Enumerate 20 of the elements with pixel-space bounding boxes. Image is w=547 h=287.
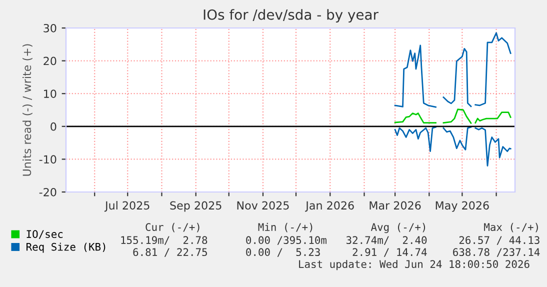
legend-label: Req Size (KB) <box>26 242 106 253</box>
x-tick-label: Mar 2026 <box>370 201 421 210</box>
text: Last update: Wed Jun 24 18:00:50 2026 <box>299 260 530 270</box>
y-tick-label: 10 <box>44 90 56 98</box>
y-axis-title: Units read (-) / write (+) <box>22 44 32 176</box>
y-tick-label: -20 <box>39 188 56 196</box>
y-tick-label: -10 <box>39 155 56 164</box>
text: 155.19m/ 2.78 0.00 /395.10m 32.74m/ 2.40 26.57 / 44.13 <box>121 236 540 245</box>
x-tick-label: Sep 2025 <box>170 201 222 212</box>
x-tick-label: May 2026 <box>436 201 489 212</box>
x-tick-label: Jul 2025 <box>104 201 150 212</box>
legend-label: IO/sec <box>26 230 63 239</box>
x-tick-label: Jan 2026 <box>305 201 354 212</box>
text: Cur (-/+) Min (-/+) Avg (-/+) Max (-/+) <box>146 222 538 234</box>
chart-title: IOs for /dev/sda - by year <box>204 9 378 23</box>
y-tick-label: 20 <box>44 56 56 66</box>
y-tick-label: 0 <box>50 122 56 131</box>
x-tick-label: Nov 2025 <box>237 201 289 210</box>
text: 6.81 / 22.75 0.00 / 5.23 2.91 / 14.74 638.78 /237.14 <box>133 248 540 257</box>
y-tick-label: 30 <box>44 24 56 32</box>
